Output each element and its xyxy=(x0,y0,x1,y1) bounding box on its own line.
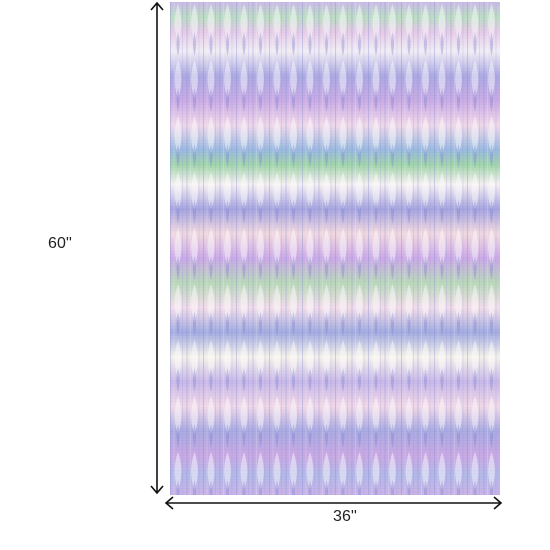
rug xyxy=(170,2,500,495)
height-arrow xyxy=(150,1,164,495)
width-label: 36'' xyxy=(333,508,357,525)
width-arrow xyxy=(164,496,503,510)
height-label: 60'' xyxy=(48,235,72,252)
